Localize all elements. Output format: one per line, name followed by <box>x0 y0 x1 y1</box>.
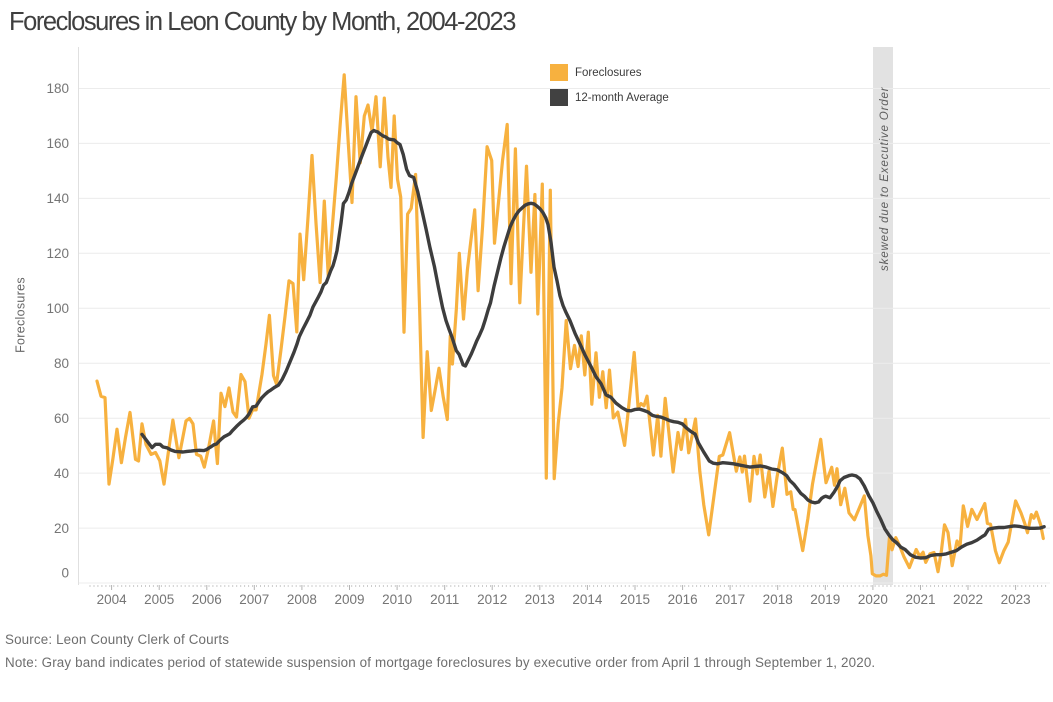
svg-text:20: 20 <box>54 521 69 536</box>
svg-text:2023: 2023 <box>1001 592 1031 607</box>
svg-text:60: 60 <box>54 411 69 426</box>
svg-text:2013: 2013 <box>525 592 555 607</box>
svg-text:120: 120 <box>46 246 69 261</box>
svg-text:2010: 2010 <box>382 592 412 607</box>
svg-text:2005: 2005 <box>144 592 174 607</box>
svg-text:2020: 2020 <box>858 592 888 607</box>
svg-text:2007: 2007 <box>239 592 269 607</box>
svg-text:2022: 2022 <box>953 592 983 607</box>
svg-text:140: 140 <box>46 191 69 206</box>
svg-text:2015: 2015 <box>620 592 650 607</box>
svg-text:2019: 2019 <box>810 592 840 607</box>
svg-text:2009: 2009 <box>334 592 364 607</box>
svg-text:40: 40 <box>54 466 69 481</box>
svg-text:Foreclosures: Foreclosures <box>14 277 28 353</box>
svg-text:0: 0 <box>61 566 69 581</box>
svg-text:100: 100 <box>46 301 69 316</box>
svg-text:2006: 2006 <box>192 592 222 607</box>
svg-text:2017: 2017 <box>715 592 745 607</box>
svg-text:2008: 2008 <box>287 592 317 607</box>
svg-text:2012: 2012 <box>477 592 507 607</box>
svg-text:2016: 2016 <box>668 592 698 607</box>
svg-text:180: 180 <box>46 81 69 96</box>
svg-text:80: 80 <box>54 356 69 371</box>
svg-text:2018: 2018 <box>763 592 793 607</box>
svg-text:2004: 2004 <box>97 592 128 607</box>
svg-text:2021: 2021 <box>905 592 935 607</box>
svg-text:160: 160 <box>46 136 69 151</box>
svg-text:skewed due to Executive Order: skewed due to Executive Order <box>879 86 891 271</box>
svg-text:2011: 2011 <box>430 592 459 607</box>
svg-text:2014: 2014 <box>572 592 603 607</box>
